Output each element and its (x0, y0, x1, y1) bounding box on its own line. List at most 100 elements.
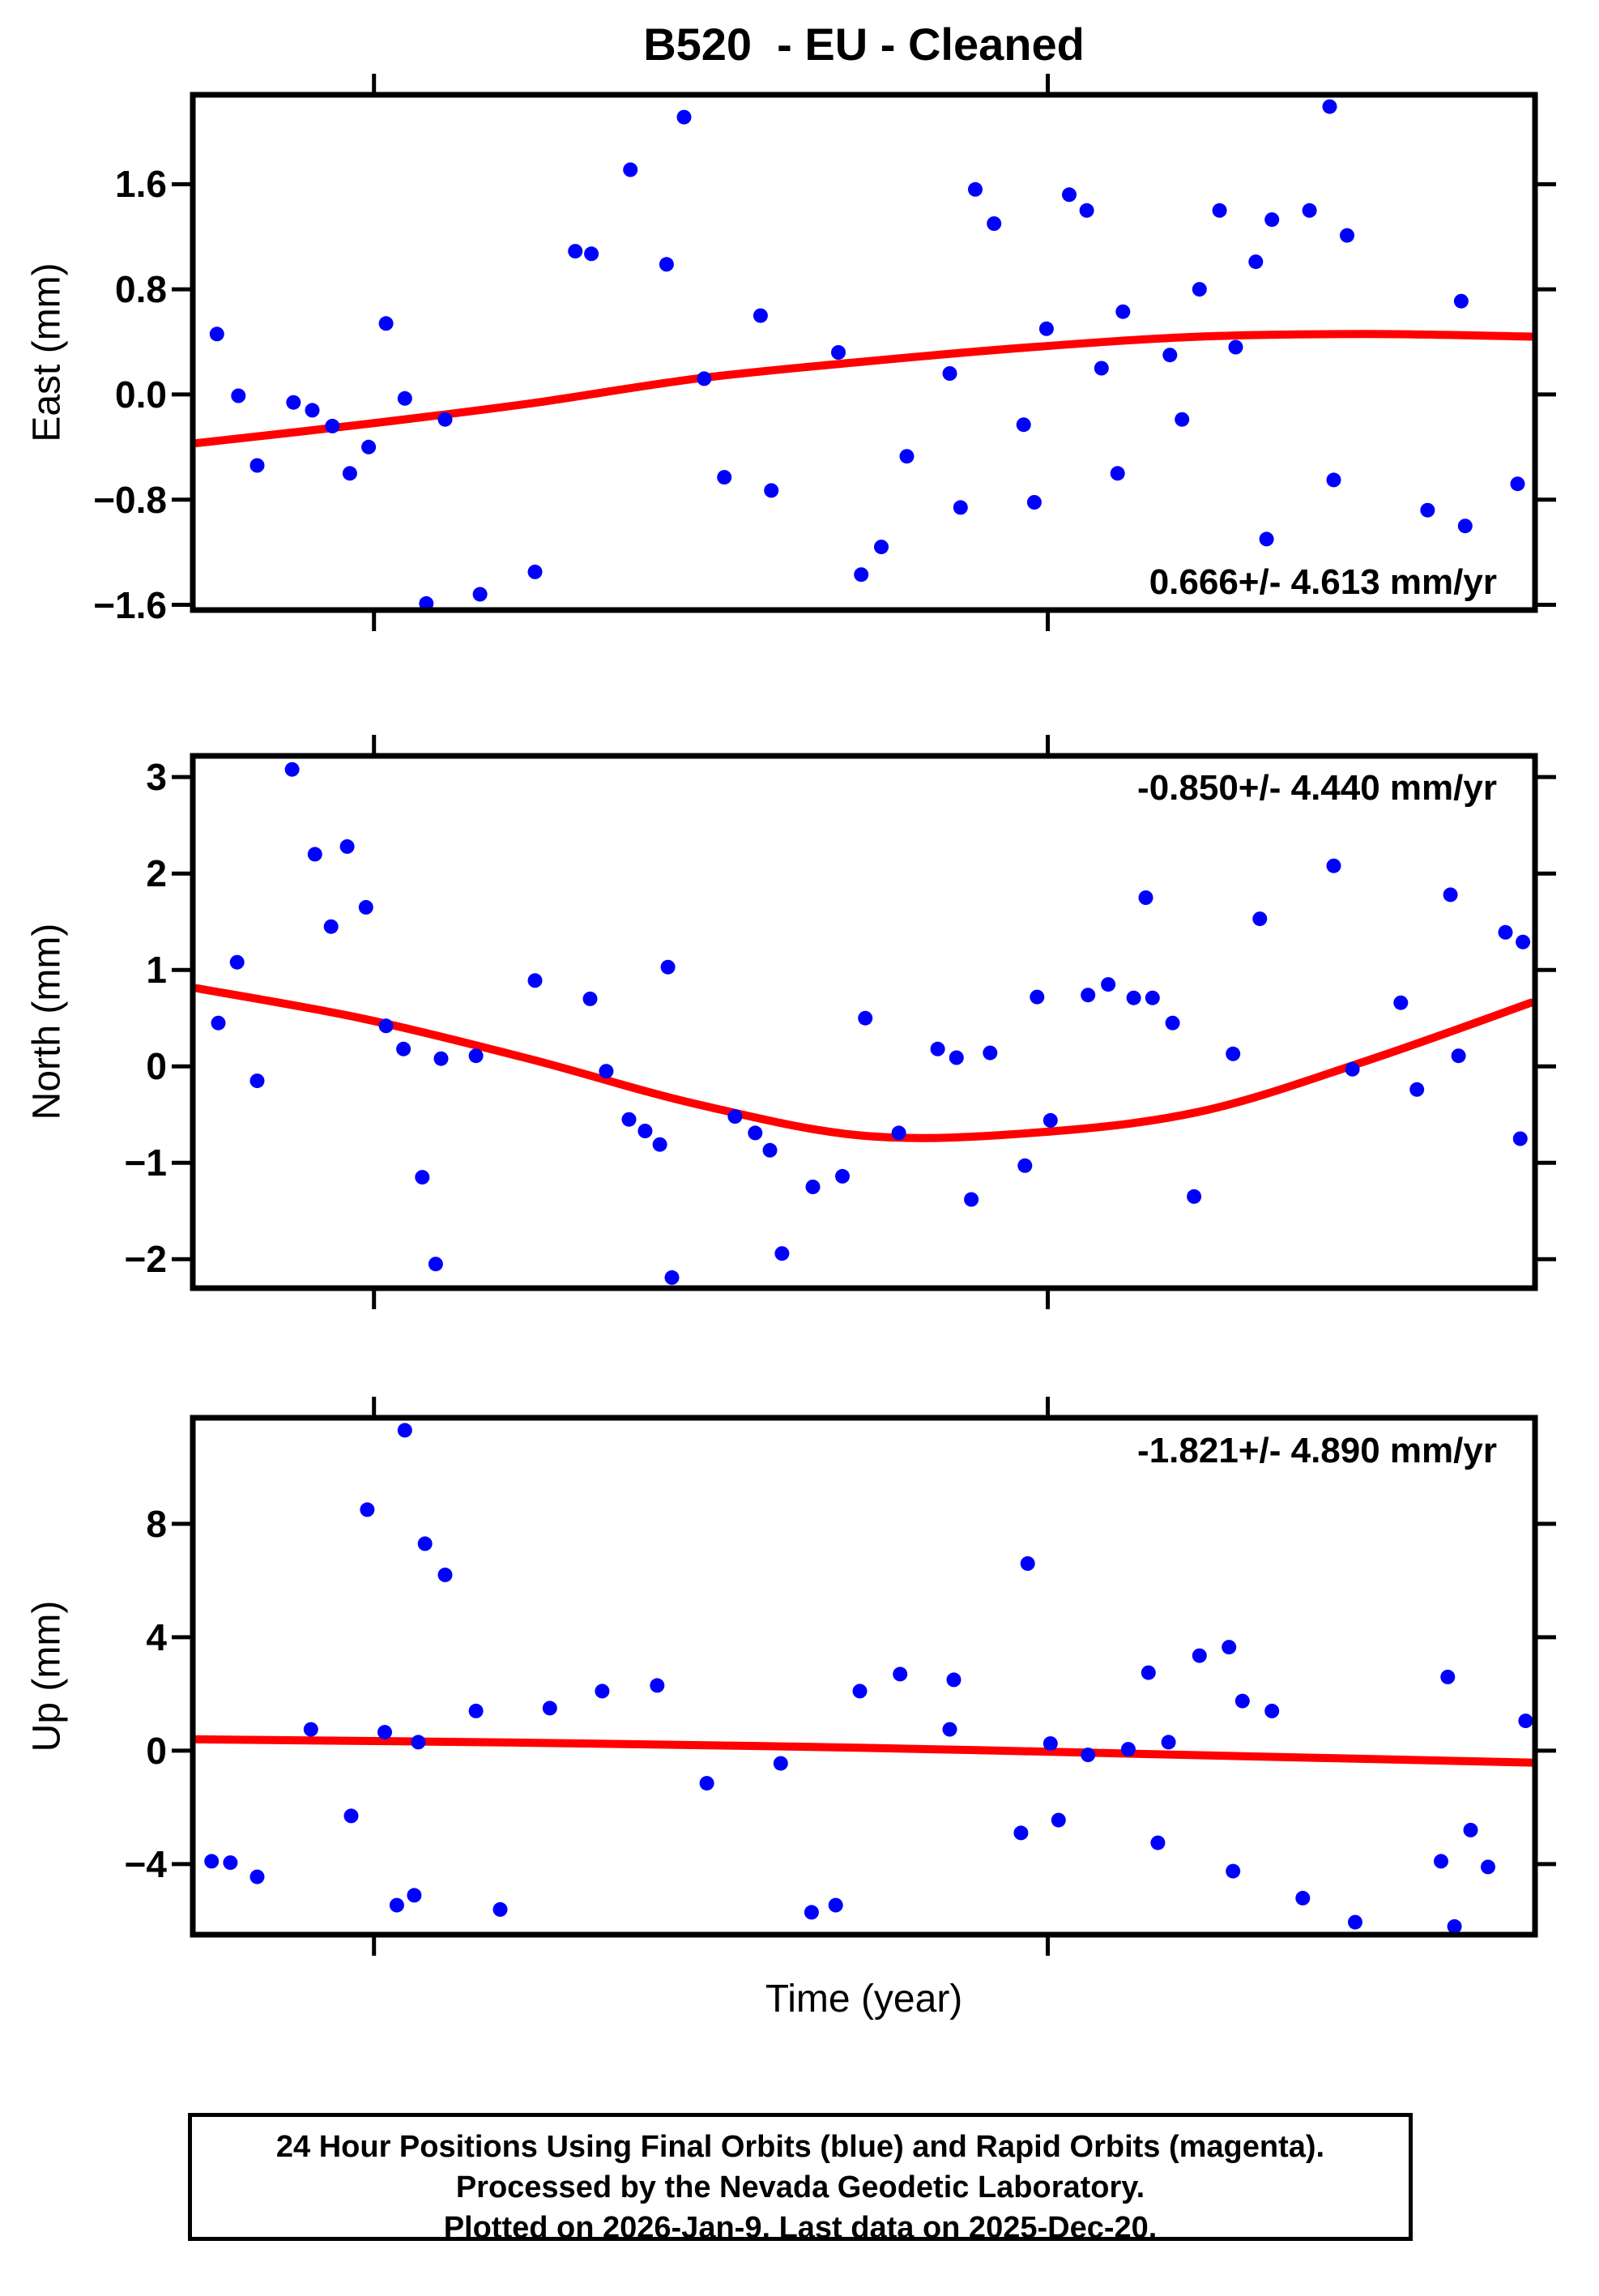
data-point (1187, 1189, 1202, 1204)
data-point (831, 345, 846, 360)
data-point (1081, 1748, 1096, 1763)
data-point (1110, 466, 1125, 481)
data-point (652, 1137, 667, 1152)
data-point (930, 1041, 945, 1056)
footer-line-2: Processed by the Nevada Geodetic Laborat… (455, 2170, 1145, 2204)
data-point (891, 1125, 906, 1141)
north-ytick-label: 1 (146, 949, 167, 992)
data-point (377, 1725, 392, 1740)
data-point (1094, 361, 1109, 376)
data-point (1043, 1736, 1058, 1752)
data-point (325, 418, 340, 433)
data-point (953, 500, 968, 515)
data-point (343, 1808, 359, 1824)
data-point (1510, 476, 1525, 492)
data-point (223, 1855, 238, 1871)
data-point (1264, 212, 1280, 228)
data-point (1192, 1648, 1207, 1663)
data-point (492, 1901, 508, 1917)
data-point (417, 1536, 433, 1551)
north-ytick-label: 3 (146, 756, 167, 799)
data-point (1457, 519, 1473, 534)
plot-frame (190, 1415, 1538, 1938)
data-point (468, 1703, 484, 1718)
data-point (1518, 1713, 1533, 1729)
data-point (1226, 1046, 1241, 1061)
data-point (229, 954, 245, 970)
data-point (676, 109, 692, 125)
data-point (942, 366, 957, 381)
data-point (468, 1048, 484, 1064)
data-point (1020, 1556, 1035, 1571)
up-plot (172, 1397, 1556, 1956)
up-ytick-label: 0 (146, 1729, 167, 1772)
data-point (659, 257, 674, 272)
up-rate-annotation: -1.821+/- 4.890 mm/yr (1137, 1431, 1497, 1470)
data-point (1393, 995, 1409, 1010)
data-point (419, 595, 434, 611)
data-point (1161, 1735, 1176, 1750)
data-point (305, 403, 320, 418)
north-plot (172, 735, 1556, 1309)
east-ytick-label: −1.6 (93, 583, 167, 626)
east-rate-annotation: 0.666+/- 4.613 mm/yr (1149, 562, 1497, 602)
data-point (983, 1045, 998, 1061)
data-point (307, 847, 322, 862)
data-point (717, 470, 732, 485)
footer-line-3: Plotted on 2026-Jan-9. Last data on 2025… (443, 2211, 1158, 2245)
data-point (874, 540, 889, 555)
data-point (527, 564, 543, 579)
data-point (599, 1064, 614, 1079)
data-point (773, 1756, 788, 1771)
data-point (1222, 1640, 1237, 1655)
data-point (1453, 293, 1469, 309)
data-point (396, 1041, 411, 1056)
data-point (378, 1018, 394, 1034)
east-ytick-label: −0.8 (93, 478, 167, 521)
data-point (339, 839, 355, 854)
plot-frame (190, 753, 1538, 1291)
data-point (204, 1854, 220, 1869)
data-point (1516, 934, 1531, 950)
data-point (568, 244, 583, 259)
data-point (389, 1897, 404, 1913)
data-point (595, 1684, 610, 1699)
data-point (286, 395, 301, 410)
data-point (1295, 1890, 1311, 1906)
data-point (699, 1776, 714, 1791)
data-point (249, 458, 265, 473)
data-point (1038, 321, 1054, 336)
data-point (1322, 99, 1337, 114)
data-point (1145, 990, 1160, 1005)
data-point (472, 587, 488, 602)
data-point (284, 762, 300, 777)
data-point (621, 1112, 637, 1127)
data-point (697, 371, 712, 386)
data-point (1326, 858, 1341, 873)
data-point (1447, 1918, 1462, 1934)
data-point (1120, 1742, 1136, 1757)
data-point (748, 1125, 763, 1141)
north-rate-annotation: -0.850+/- 4.440 mm/yr (1137, 768, 1497, 808)
data-point (582, 991, 598, 1006)
data-point (964, 1192, 979, 1207)
data-point (1030, 989, 1045, 1005)
data-point (805, 1180, 821, 1194)
data-point (764, 483, 779, 498)
data-point (650, 1678, 665, 1693)
data-point (411, 1735, 426, 1750)
data-point (1192, 282, 1207, 297)
data-point (437, 1567, 453, 1582)
data-point (1062, 187, 1077, 203)
data-point (1079, 203, 1094, 218)
data-point (1348, 1914, 1362, 1930)
trend-line (192, 330, 1535, 447)
data-point (858, 1010, 873, 1026)
north-ytick-label: 0 (146, 1045, 167, 1088)
data-point (428, 1257, 443, 1272)
data-point (854, 567, 869, 583)
data-point (1409, 1082, 1425, 1097)
data-point (407, 1888, 422, 1903)
data-point (433, 1051, 449, 1066)
